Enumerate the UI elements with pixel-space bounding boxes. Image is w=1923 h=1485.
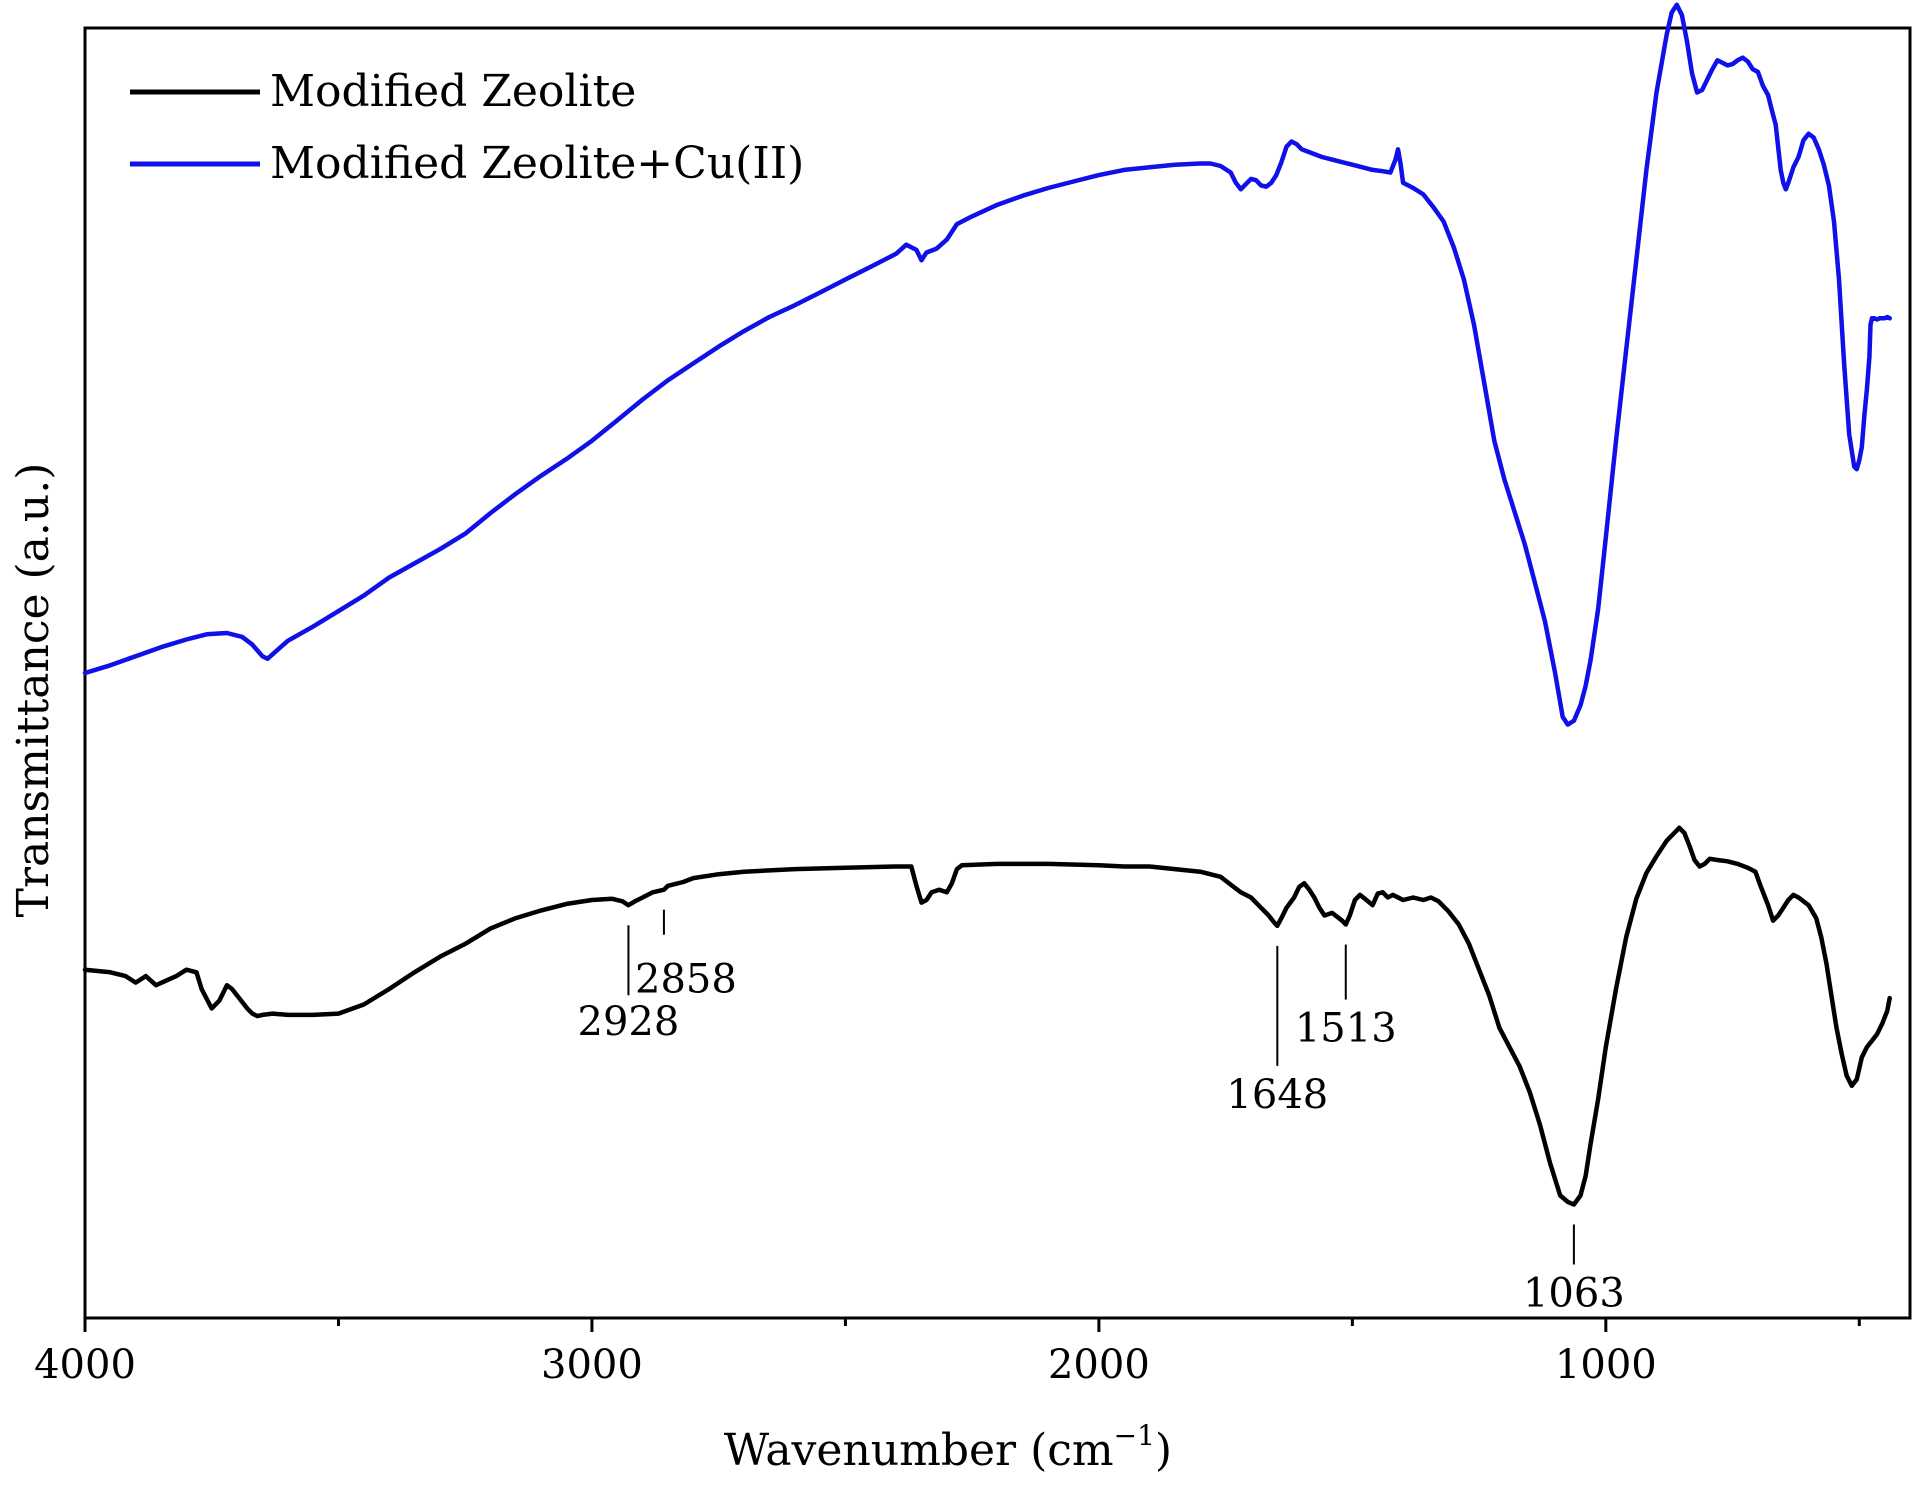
x-axis-title-close: ) (1155, 1425, 1172, 1476)
x-axis-ticks: 4000 3000 2000 1000 (34, 1318, 1861, 1388)
series-layer (82, 2, 1892, 1207)
x-tick-label: 3000 (541, 1342, 643, 1388)
peak-label-2928: 2928 (578, 999, 680, 1045)
peak-label-1648: 1648 (1226, 1072, 1328, 1118)
x-axis-title-superscript: −1 (1114, 1419, 1155, 1452)
x-axis-title: Wavenumber (cm−1) (724, 1419, 1172, 1476)
plot-frame (83, 26, 1912, 1320)
x-tick-label: 2000 (1048, 1342, 1150, 1388)
legend-label: Modified Zeolite+Cu(II) (270, 138, 804, 189)
peak-label-2858: 2858 (635, 957, 737, 1003)
legend: Modified Zeolite Modified Zeolite+Cu(II) (130, 66, 804, 189)
peak-label-1063: 1063 (1523, 1270, 1625, 1316)
plot-area-border (83, 26, 1912, 1320)
series-line-modified-zeolite-cu (82, 2, 1892, 727)
legend-label: Modified Zeolite (270, 66, 636, 117)
x-tick-label: 1000 (1555, 1342, 1657, 1388)
peak-label-1513: 1513 (1295, 1006, 1397, 1052)
series-line-modified-zeolite (82, 825, 1892, 1207)
x-tick-label: 4000 (34, 1342, 136, 1388)
y-axis-title: Transmittance (a.u.) (8, 463, 59, 918)
